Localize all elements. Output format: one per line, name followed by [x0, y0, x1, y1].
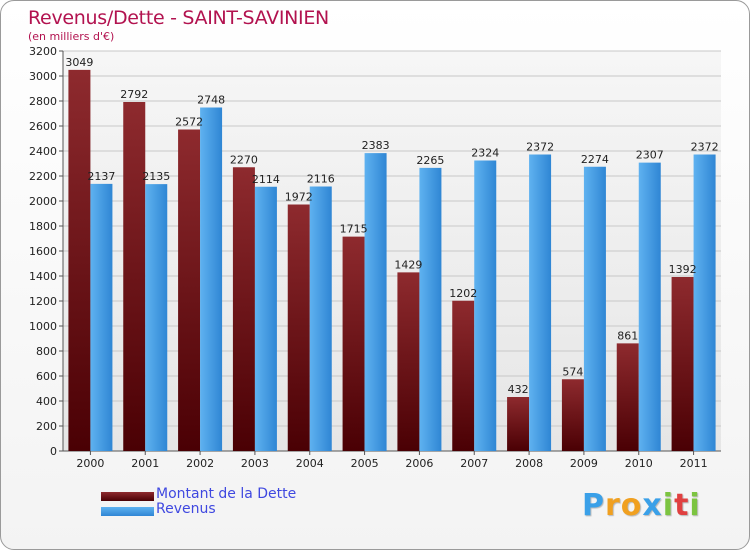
data-label-debt: 2270	[230, 153, 258, 166]
data-label-revenue: 2307	[636, 149, 664, 162]
logo-letter: x	[642, 488, 663, 523]
bar-debt	[507, 397, 530, 451]
logo-letter: i	[689, 488, 701, 523]
bar-revenue	[529, 154, 552, 451]
proxiti-logo: Proxiti	[582, 488, 701, 523]
x-tick-label: 2006	[405, 457, 433, 470]
x-tick-label: 2000	[76, 457, 104, 470]
x-tick-label: 2007	[460, 457, 488, 470]
logo-letter: o	[620, 488, 643, 523]
y-tick-label: 2000	[29, 195, 57, 208]
data-label-revenue: 2265	[416, 154, 444, 167]
logo-letter: t	[674, 488, 690, 523]
bar-revenue	[254, 186, 277, 451]
legend-label-revenue: Revenus	[156, 501, 216, 517]
bar-debt	[68, 69, 91, 451]
bar-debt	[397, 272, 420, 451]
y-tick-label: 1200	[29, 295, 57, 308]
x-tick-label: 2003	[241, 457, 269, 470]
data-label-revenue: 2324	[471, 147, 499, 160]
data-label-debt: 1972	[285, 191, 313, 204]
x-tick-label: 2002	[186, 457, 214, 470]
bar-revenue	[583, 166, 606, 451]
bar-debt	[616, 343, 639, 451]
bar-revenue	[364, 153, 387, 451]
x-tick-label: 2011	[680, 457, 708, 470]
bar-revenue	[90, 183, 113, 451]
bar-debt	[123, 102, 146, 451]
bar-revenue	[309, 186, 332, 451]
x-tick-label: 2004	[296, 457, 324, 470]
data-label-revenue: 2383	[362, 139, 390, 152]
y-tick-label: 800	[36, 345, 57, 358]
x-tick-label: 2001	[131, 457, 159, 470]
x-tick-label: 2005	[351, 457, 379, 470]
bar-revenue	[474, 160, 497, 451]
y-tick-label: 1400	[29, 270, 57, 283]
bar-revenue	[693, 154, 716, 451]
legend-swatch-debt	[101, 492, 154, 501]
data-label-debt: 1202	[449, 287, 477, 300]
bar-debt	[178, 129, 201, 451]
legend-swatch-revenue	[101, 507, 154, 516]
y-tick-label: 3000	[29, 70, 57, 83]
y-tick-label: 1600	[29, 245, 57, 258]
bar-debt	[452, 300, 475, 451]
data-label-debt: 3049	[65, 56, 93, 69]
x-tick-label: 2008	[515, 457, 543, 470]
x-tick-label: 2009	[570, 457, 598, 470]
data-label-debt: 1715	[340, 223, 368, 236]
bar-debt	[342, 236, 365, 451]
logo-letter: P	[582, 488, 605, 523]
y-tick-label: 2200	[29, 170, 57, 183]
data-label-revenue: 2372	[691, 141, 719, 154]
data-label-debt: 2572	[175, 116, 203, 129]
data-label-revenue: 2748	[197, 94, 225, 107]
data-label-debt: 2792	[120, 88, 148, 101]
logo-letter: i	[662, 488, 675, 523]
bar-revenue	[145, 184, 168, 451]
data-label-revenue: 2135	[142, 170, 170, 183]
bar-revenue	[419, 167, 442, 451]
bar-debt	[232, 167, 255, 451]
data-label-revenue: 2137	[87, 170, 115, 183]
y-tick-label: 1000	[29, 320, 57, 333]
y-tick-label: 400	[36, 395, 57, 408]
data-label-debt: 432	[508, 383, 529, 396]
data-label-revenue: 2274	[581, 153, 609, 166]
logo-letter: r	[605, 488, 621, 523]
y-tick-label: 2600	[29, 120, 57, 133]
data-label-debt: 1392	[669, 263, 697, 276]
data-label-revenue: 2116	[307, 173, 335, 186]
data-label-debt: 861	[617, 329, 638, 342]
bar-revenue	[638, 162, 661, 451]
y-tick-label: 1800	[29, 220, 57, 233]
x-tick-label: 2010	[625, 457, 653, 470]
chart-subtitle: (en milliers d'€)	[28, 30, 115, 43]
data-label-debt: 574	[562, 365, 583, 378]
y-tick-label: 200	[36, 420, 57, 433]
data-label-debt: 1429	[394, 258, 422, 271]
bar-debt	[671, 277, 694, 451]
y-tick-label: 600	[36, 370, 57, 383]
y-tick-label: 2800	[29, 95, 57, 108]
data-label-revenue: 2114	[252, 173, 280, 186]
bar-debt	[561, 379, 584, 451]
bar-revenue	[200, 107, 223, 451]
y-tick-label: 2400	[29, 145, 57, 158]
y-tick-label: 0	[50, 445, 57, 458]
chart-title: Revenus/Dette - SAINT-SAVINIEN	[28, 7, 329, 29]
legend-label-debt: Montant de la Dette	[156, 486, 297, 502]
data-label-revenue: 2372	[526, 141, 554, 154]
y-tick-label: 3200	[29, 45, 57, 58]
bar-debt	[287, 204, 310, 451]
